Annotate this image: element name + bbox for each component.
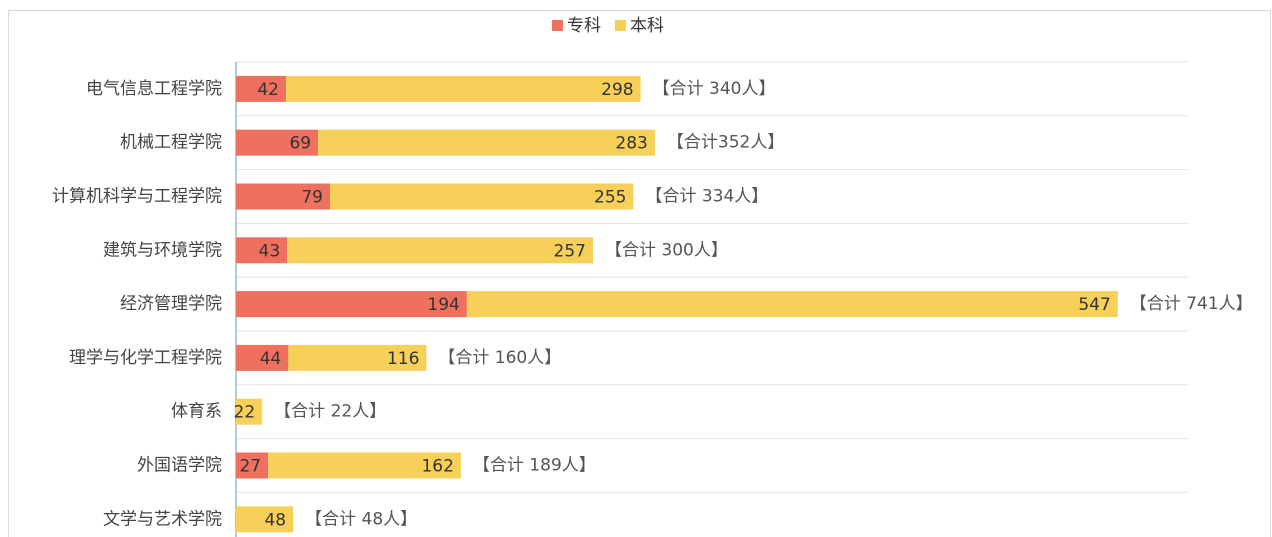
bar-segment [268,452,461,479]
category-label: 经济管理学院 [120,294,222,314]
bar-segment [236,506,294,533]
data-label: 162 [421,457,453,477]
bar-segment [236,452,269,479]
total-annotation: 【合计352人】 [667,133,784,153]
category-label: 外国语学院 [137,456,222,476]
data-label: 283 [615,134,647,154]
bar-segment [466,291,1118,318]
legend-label: 专科 [567,16,601,36]
bar-segment [236,129,319,156]
total-annotation: 【合计 334人】 [645,187,768,207]
legend-swatch [552,20,563,31]
category-label: 文学与艺术学院 [103,509,222,529]
total-annotation: 【合计 160人】 [438,348,561,368]
bar-segment [285,75,641,102]
bar-segment [318,129,655,156]
bar-segment [236,75,286,102]
total-annotation: 【合计 741人】 [1130,294,1253,314]
category-label: 电气信息工程学院 [86,79,222,99]
category-label: 计算机科学与工程学院 [52,187,222,207]
data-label: 48 [264,510,286,530]
category-label: 理学与化学工程学院 [69,348,222,368]
bar-segment [236,344,289,371]
legend-label: 本科 [630,16,664,36]
data-label: 43 [259,241,281,261]
data-label: 22 [234,403,256,423]
data-label: 44 [260,349,282,369]
category-label: 建筑与环境学院 [103,240,222,260]
bar-segment [236,237,288,264]
total-annotation: 【合计 300人】 [605,240,728,260]
bar-segment [236,183,331,210]
category-label: 体育系 [171,402,222,422]
data-label: 42 [257,80,279,100]
total-annotation: 【合计 22人】 [274,402,386,422]
data-label: 255 [594,188,626,208]
category-label: 机械工程学院 [120,133,222,153]
bar-segment [287,237,593,264]
total-annotation: 【合计 48人】 [305,509,417,529]
data-label: 69 [289,134,311,154]
data-label: 547 [1078,295,1110,315]
data-label: 298 [601,80,633,100]
bar-segment [288,344,427,371]
data-label: 27 [239,457,261,477]
total-annotation: 【合计 189人】 [473,456,596,476]
chart-frame [8,10,1271,537]
legend-swatch [615,20,626,31]
data-label: 257 [554,241,586,261]
total-annotation: 【合计 340人】 [653,79,776,99]
data-label: 79 [301,188,323,208]
bar-segment [236,398,263,425]
bar-segment [236,291,467,318]
bar-segment [330,183,634,210]
data-label: 116 [387,349,419,369]
data-label: 194 [427,295,459,315]
